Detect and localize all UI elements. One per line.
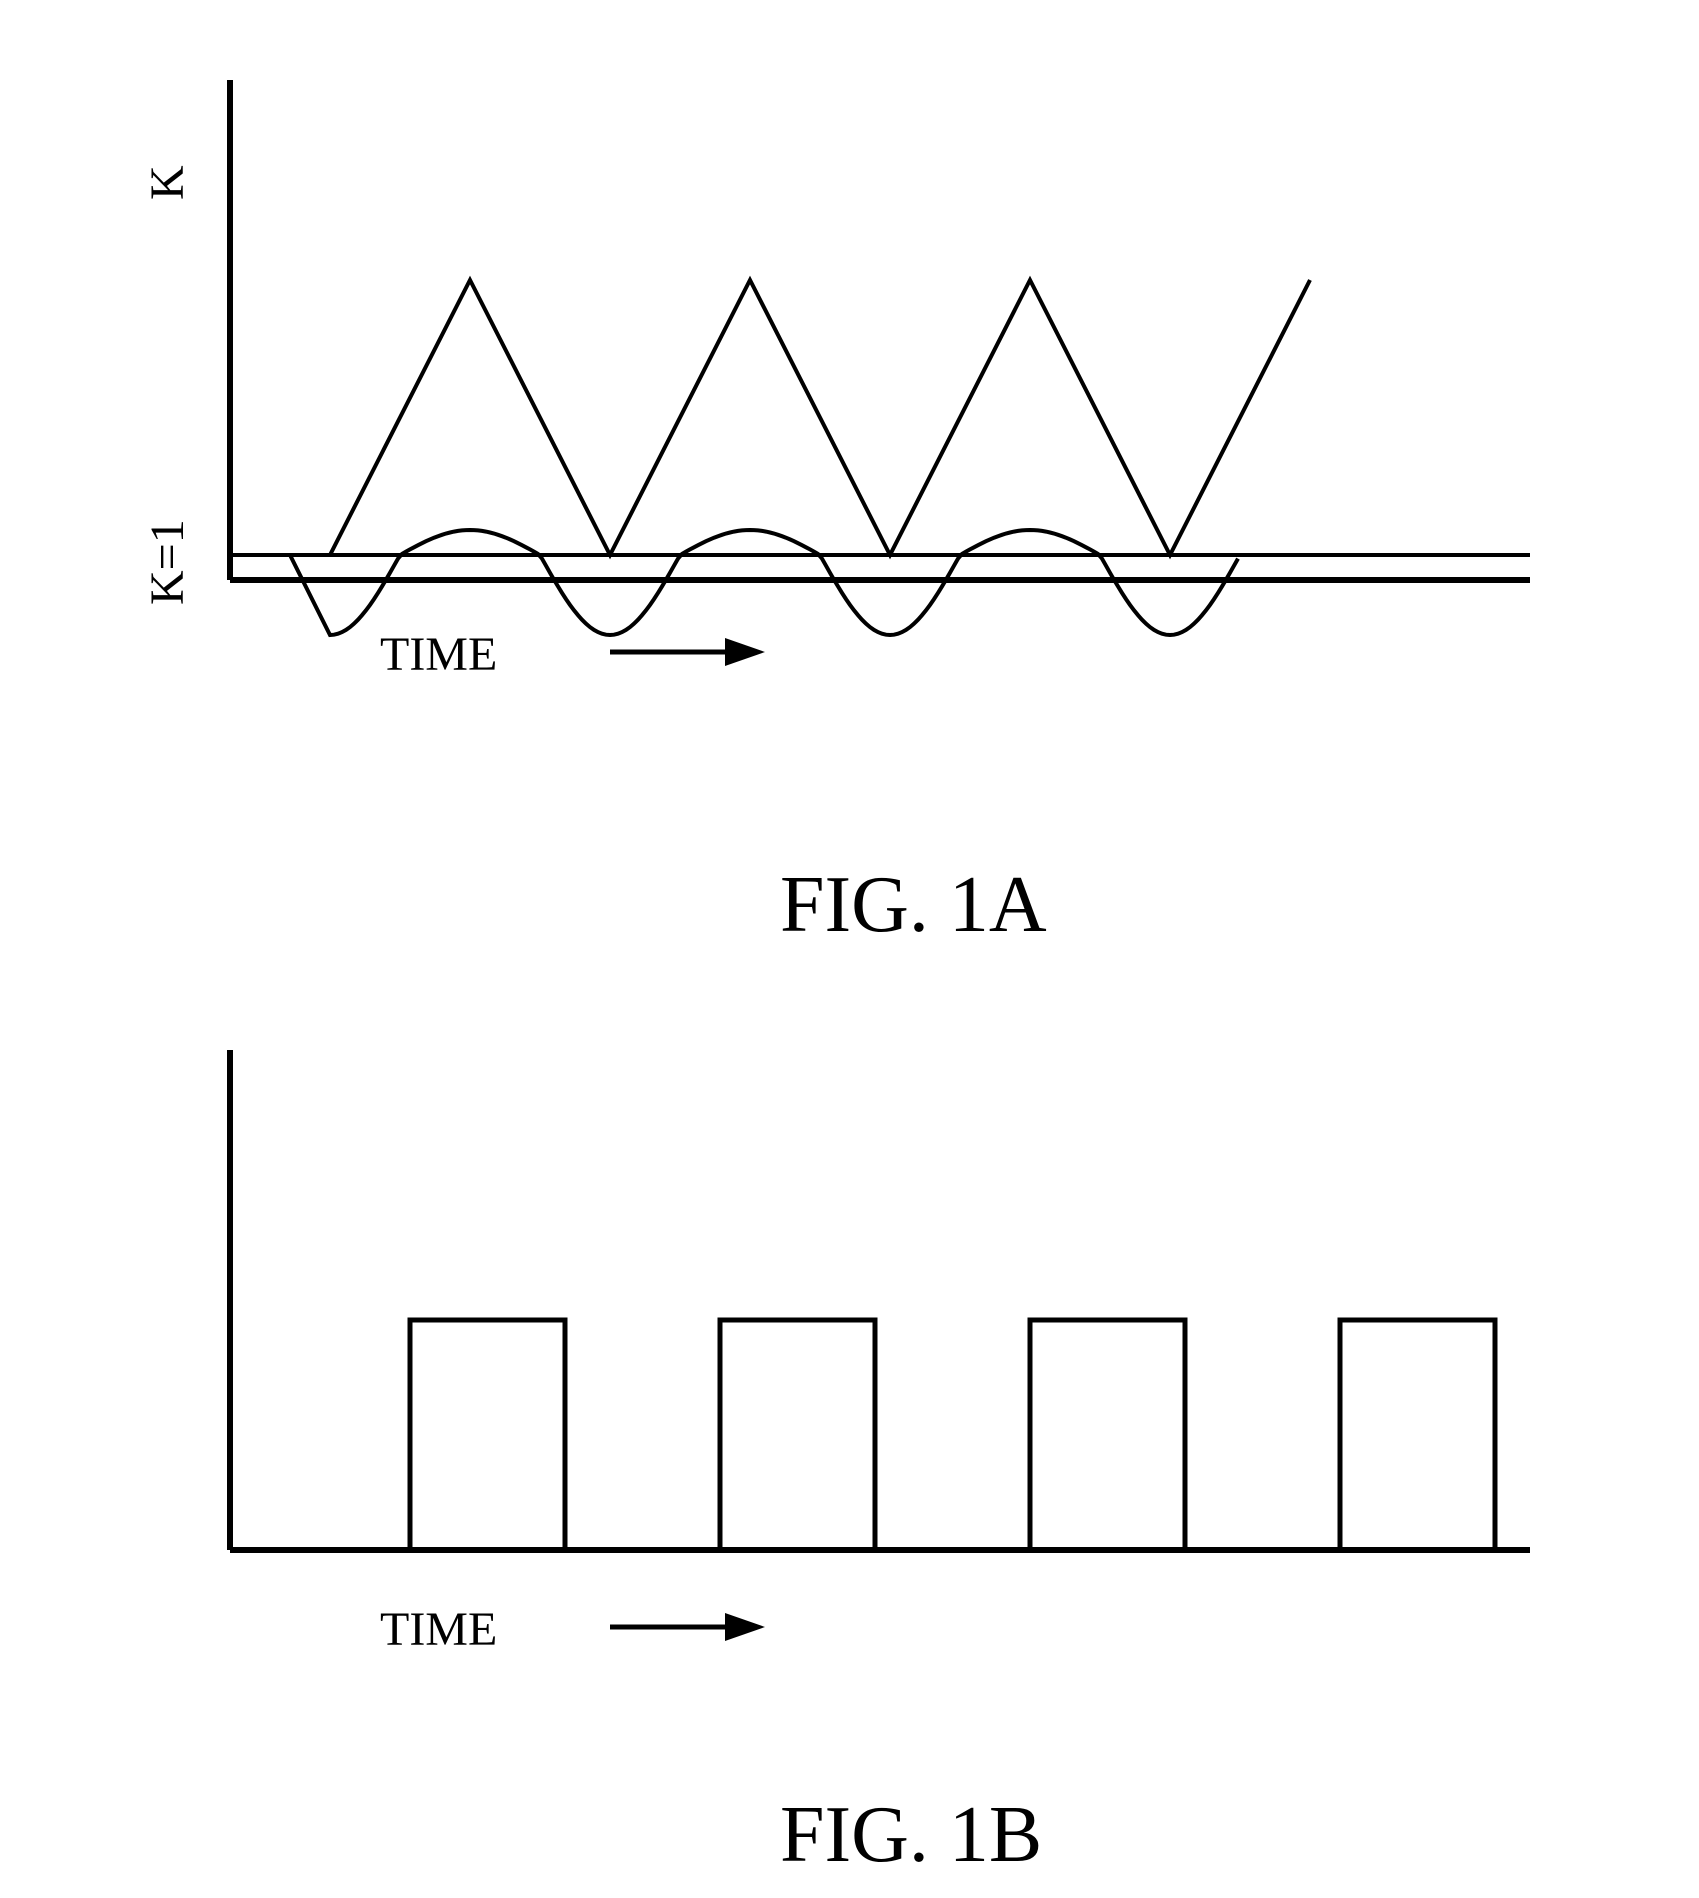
- figA-triangle-wave: [230, 280, 1310, 555]
- figB-plot: TIME: [170, 1050, 1530, 1690]
- figB-square-wave: [230, 1320, 1495, 1550]
- figB-arrow-head: [725, 1613, 765, 1641]
- figA-plot: TIME: [170, 80, 1530, 720]
- figB-xlabel: TIME: [380, 1603, 497, 1656]
- figB-caption: FIG. 1B: [780, 1790, 1042, 1881]
- figA-xlabel: TIME: [380, 628, 497, 681]
- figA-caption: FIG. 1A: [780, 860, 1047, 951]
- figA-arrow-head: [725, 638, 765, 666]
